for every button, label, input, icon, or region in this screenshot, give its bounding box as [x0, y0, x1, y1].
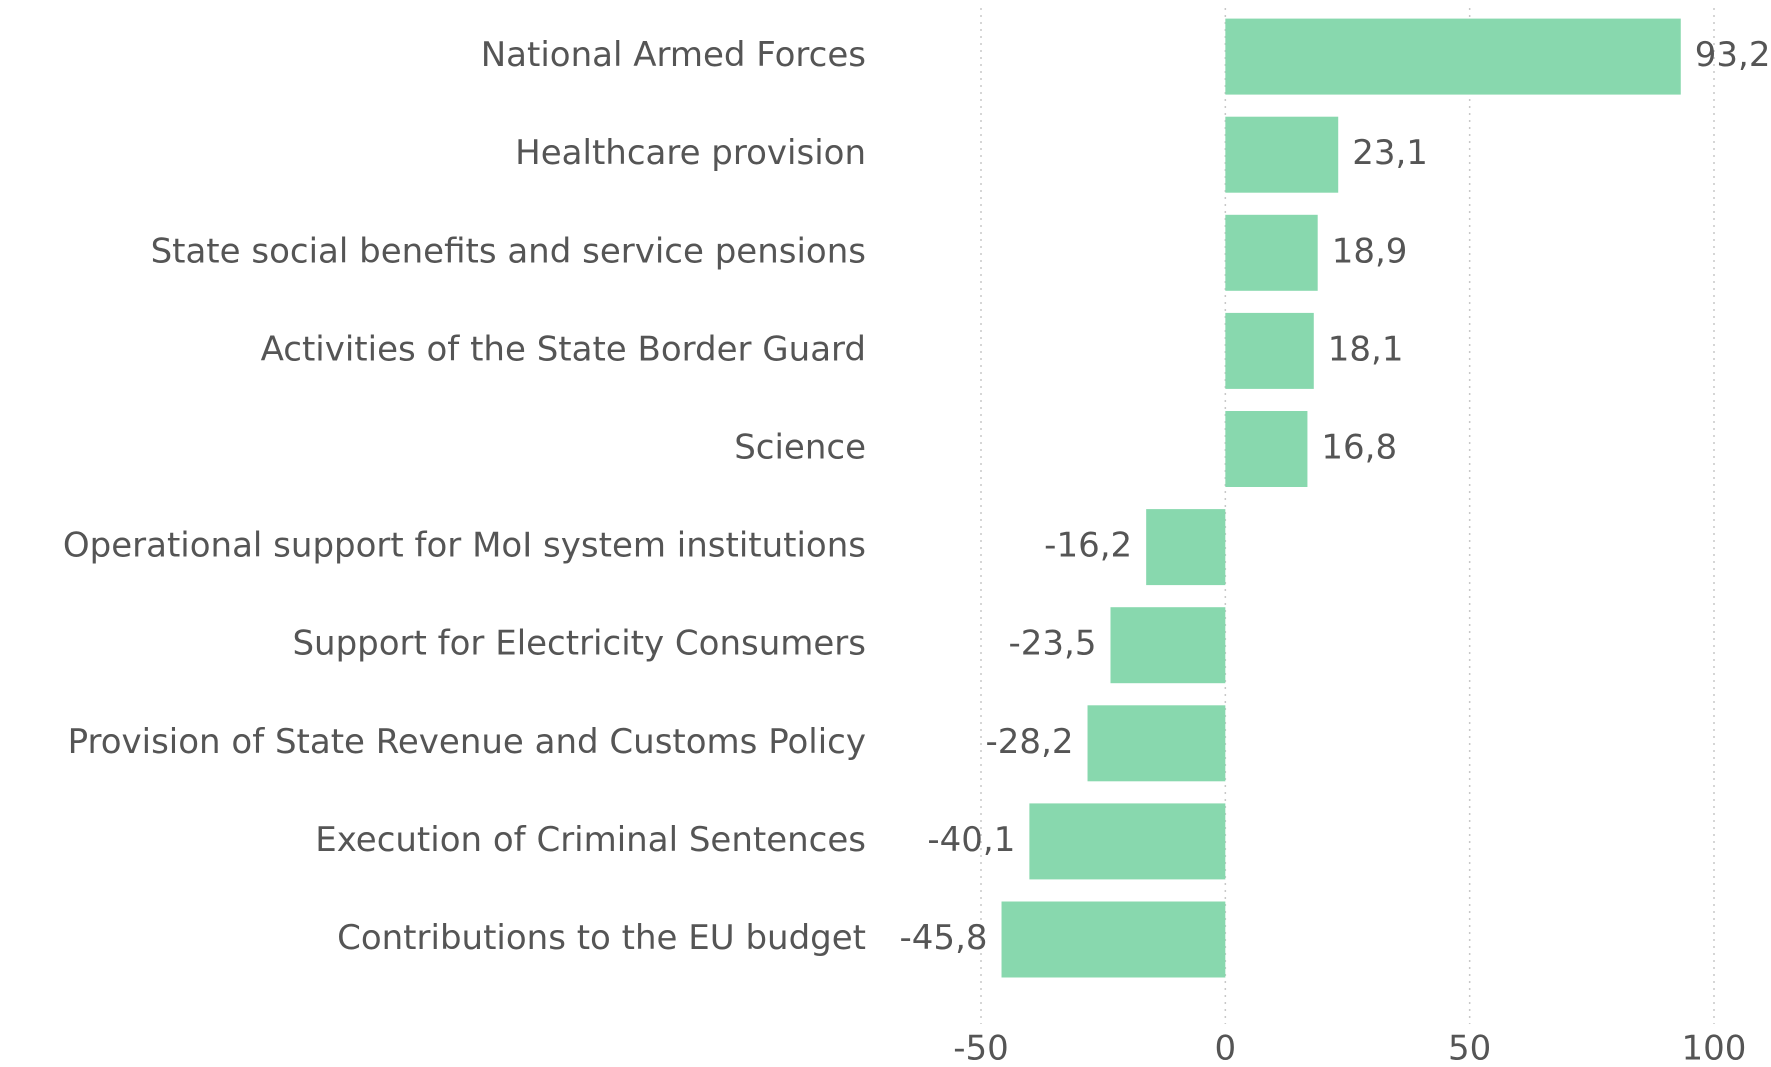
bar [1225, 214, 1318, 291]
y-tick-label: Support for Electricity Consumers [292, 624, 866, 664]
data-label: -28,2 [986, 722, 1074, 762]
data-label: -16,2 [1044, 526, 1132, 566]
data-label: -40,1 [927, 820, 1015, 860]
x-tick-label: 100 [1682, 1029, 1747, 1067]
bar [1225, 411, 1308, 487]
y-tick-label: Execution of Criminal Sentences [315, 820, 866, 860]
y-tick-label: National Armed Forces [481, 35, 866, 75]
data-label: 16,8 [1321, 428, 1397, 468]
x-tick-label: 50 [1448, 1029, 1491, 1067]
data-label: 18,1 [1328, 329, 1404, 369]
y-tick-label: Activities of the State Border Guard [261, 329, 866, 369]
y-tick-label: Healthcare provision [515, 133, 866, 173]
y-tick-label: Operational support for MoI system insti… [63, 526, 866, 566]
y-tick-label: Science [734, 428, 866, 468]
x-tick-label: 0 [1215, 1029, 1237, 1067]
bar [1001, 901, 1226, 978]
bar [1087, 705, 1226, 782]
data-label: -45,8 [900, 918, 988, 958]
y-tick-label: Provision of State Revenue and Customs P… [68, 722, 866, 762]
bar [1110, 607, 1226, 684]
bar [1225, 312, 1314, 389]
data-label: 93,2 [1695, 35, 1771, 75]
bar [1029, 803, 1226, 880]
bar [1225, 116, 1339, 193]
data-label: 18,9 [1332, 231, 1408, 271]
y-tick-label: State social benefits and service pensio… [151, 231, 866, 271]
x-tick-label: -50 [953, 1029, 1009, 1067]
bar [1146, 509, 1226, 586]
data-label: 23,1 [1352, 133, 1428, 173]
bar [1225, 18, 1681, 95]
y-tick-label: Contributions to the EU budget [337, 918, 866, 958]
data-label: -23,5 [1009, 624, 1097, 664]
